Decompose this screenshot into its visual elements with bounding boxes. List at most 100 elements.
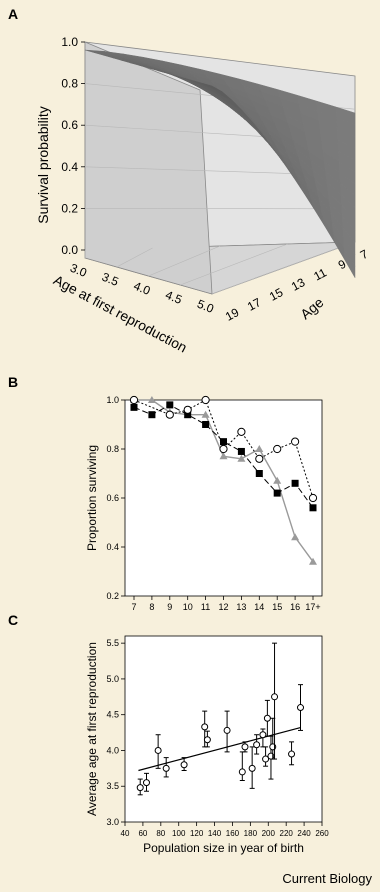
x-tick-label: 60 (138, 829, 147, 838)
x-tick-label: 15 (272, 602, 282, 612)
y-tick-label: 17 (245, 295, 264, 314)
plot-area (124, 399, 323, 597)
circle-marker (255, 454, 264, 463)
data-point (154, 746, 162, 754)
circle-marker (219, 444, 228, 454)
data-point (263, 714, 271, 722)
triangle-marker (201, 410, 210, 418)
x-tick-label: 40 (121, 829, 130, 838)
x-tick-label: 11 (201, 602, 210, 612)
x-tick-label: 7 (131, 602, 136, 612)
panel-a-letter: A (8, 6, 19, 22)
x-tick-label: 80 (156, 829, 165, 838)
circle-marker (165, 410, 174, 419)
x-tick-label: 100 (172, 829, 186, 838)
z-tick-label: 1.0 (61, 35, 78, 49)
data-point (180, 761, 188, 769)
y-tick-label: 1.0 (106, 395, 119, 405)
x-tick-label: 5.0 (195, 297, 216, 316)
circle-marker (183, 405, 192, 414)
trend-line (138, 726, 301, 772)
y-tick-label: 19 (223, 305, 242, 324)
data-point (162, 764, 170, 772)
circle-marker (291, 437, 300, 446)
triangle-marker (273, 476, 282, 484)
z-tick-label: 0.2 (61, 201, 78, 215)
y-tick-label: 5.0 (106, 674, 119, 684)
x-tick-label: 16 (290, 602, 300, 612)
x-tick-label: 140 (208, 829, 222, 838)
data-point (288, 750, 296, 758)
circle-marker (308, 493, 318, 503)
panel-b-letter: B (8, 374, 19, 390)
data-point (238, 768, 246, 776)
series-line-square (133, 404, 314, 509)
y-axis-label: Average age at first reproduction (85, 642, 99, 816)
square-marker (273, 489, 281, 497)
x-tick-label: 120 (190, 829, 204, 838)
x-tick-label: 240 (297, 829, 311, 838)
x-tick-label: 17+ (305, 602, 320, 612)
x-tick-label: 14 (254, 602, 264, 612)
triangle-marker (219, 452, 228, 460)
x-tick-label: 180 (244, 829, 258, 838)
square-marker (237, 447, 245, 455)
square-marker (184, 411, 192, 419)
afr-scatter-chart: 3.0 3.5 4.0 4.5 5.0 5.5 40 60 80 100 120 140 160 180 2… (85, 635, 329, 855)
triangle-marker (255, 445, 264, 452)
plot-area (124, 635, 323, 823)
y-tick-label: 13 (289, 275, 308, 294)
y-tick-label: 7 (358, 247, 371, 263)
y-tick-label: 0.8 (106, 444, 119, 454)
data-point (201, 723, 209, 731)
x-tick-label: 4.0 (132, 279, 153, 298)
square-marker (166, 401, 174, 409)
square-marker (291, 479, 299, 487)
data-point (297, 704, 305, 712)
x-axis-label: Population size in year of birth (143, 841, 304, 855)
x-axis-label: Age at first reproduction (51, 272, 190, 356)
circle-marker (237, 427, 246, 436)
triangle-marker (309, 557, 317, 565)
square-marker (255, 470, 263, 477)
data-point (241, 743, 249, 751)
x-tick-label: 200 (262, 829, 276, 838)
y-tick-label: 4.5 (106, 710, 119, 720)
square-marker (148, 411, 156, 419)
z-axis-label: Survival probability (35, 106, 51, 224)
circle-marker (201, 395, 210, 405)
z-tick-label: 0.8 (61, 77, 78, 91)
y-tick-label: 0.2 (106, 591, 119, 601)
series-line-circle-open (133, 399, 314, 499)
y-tick-label: 0.4 (106, 542, 119, 552)
x-tick-label: 4.5 (163, 288, 184, 307)
triangle-marker (291, 533, 300, 541)
x-tick-label: 3.5 (100, 270, 121, 289)
data-point (223, 726, 231, 734)
square-marker (130, 403, 138, 411)
data-point (253, 741, 261, 749)
z-tick-label: 0.0 (61, 243, 78, 257)
z-tick-label: 0.4 (61, 160, 78, 174)
surface-plot: 0.0 0.2 0.4 0.6 0.8 1.0 Survival probability 3.… (35, 35, 371, 356)
survival-line-chart: 0.20.40.60.81.07891011121314151617+AgePr… (85, 395, 323, 612)
data-point (248, 764, 256, 772)
data-point (142, 779, 150, 787)
x-tick-label: 9 (167, 602, 172, 612)
y-axis-label: Age (297, 294, 327, 322)
data-point (136, 784, 144, 792)
y-tick-label: 3.5 (106, 781, 119, 791)
y-tick-label: 4.0 (106, 745, 119, 755)
square-marker (202, 421, 210, 428)
x-tick-label: 12 (218, 602, 228, 612)
x-tick-label: 10 (183, 602, 193, 612)
z-tick-label: 0.6 (61, 118, 78, 132)
floor-gridline (148, 245, 221, 277)
data-point (271, 693, 279, 701)
floor-gridline (211, 241, 356, 295)
floor-gridline (180, 243, 288, 286)
x-tick-label: 260 (315, 829, 329, 838)
y-tick-label: 15 (267, 285, 286, 304)
circle-marker (129, 395, 139, 405)
surface-patch (343, 248, 356, 279)
